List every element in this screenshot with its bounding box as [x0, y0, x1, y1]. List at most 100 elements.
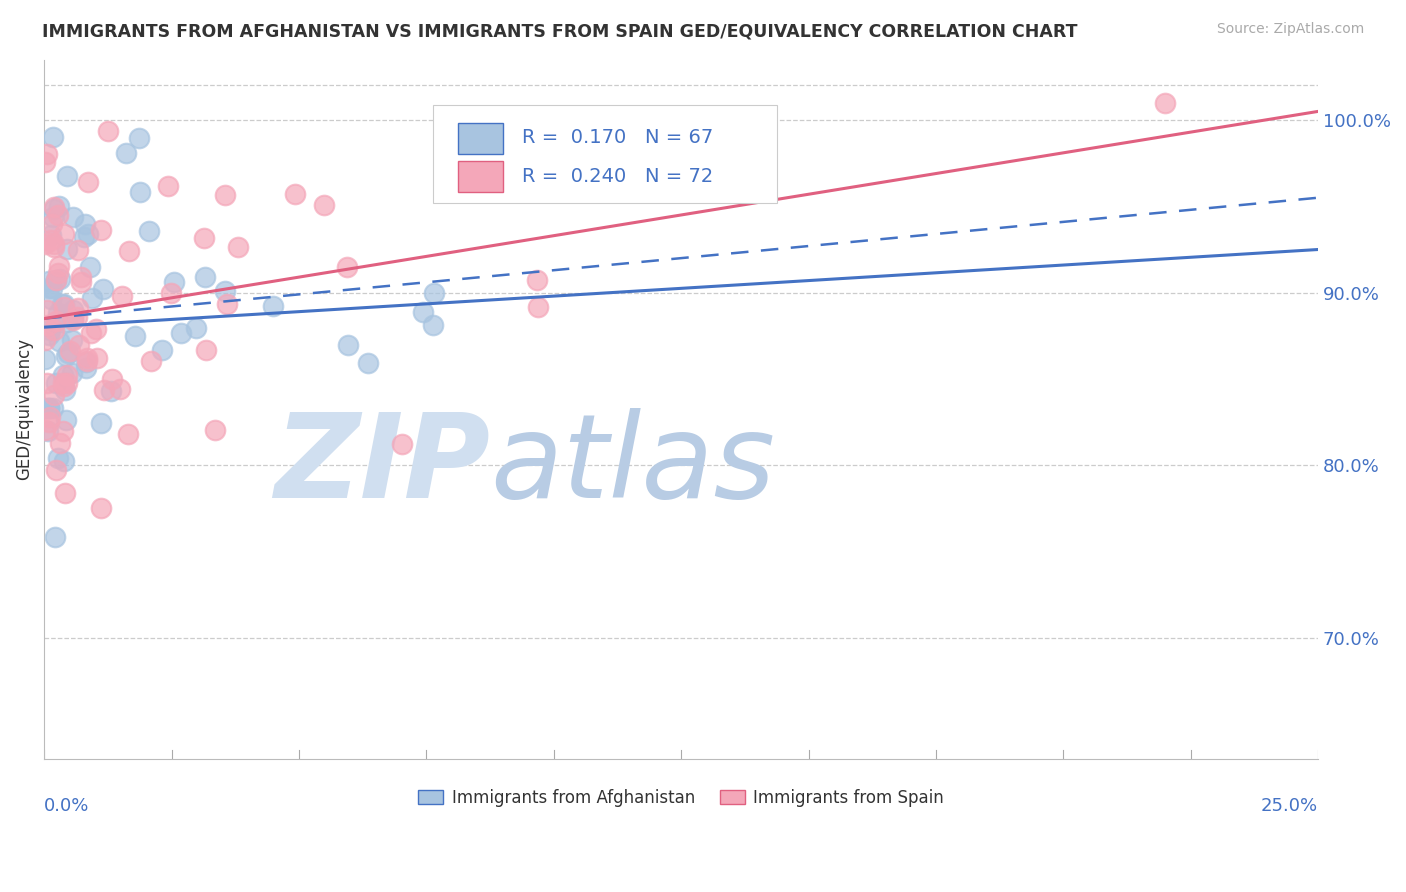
Point: [38, 274, 60, 288]
Point: [357, 356, 380, 370]
Text: R =  0.240   N = 72: R = 0.240 N = 72: [522, 167, 713, 186]
Point: [46, 208, 69, 222]
Text: IMMIGRANTS FROM AFGHANISTAN VS IMMIGRANTS FROM SPAIN GED/EQUIVALENCY CORRELATION: IMMIGRANTS FROM AFGHANISTAN VS IMMIGRANT…: [42, 22, 1077, 40]
Point: [35, 302, 58, 317]
Point: [55, 169, 77, 183]
Point: [90, 501, 112, 516]
FancyBboxPatch shape: [433, 105, 776, 203]
Point: [526, 273, 548, 287]
Point: [42, 202, 65, 217]
Point: [66, 310, 89, 325]
Point: [79, 260, 101, 275]
Point: [138, 224, 160, 238]
Point: [48, 199, 70, 213]
Point: [52, 300, 75, 314]
Point: [38, 323, 60, 337]
Point: [39, 292, 62, 306]
Point: [42, 323, 65, 337]
Point: [160, 285, 183, 300]
Text: 0.0%: 0.0%: [44, 797, 90, 815]
Point: [48, 272, 70, 286]
Point: [204, 423, 226, 437]
Point: [77, 227, 100, 241]
Point: [39, 410, 62, 425]
Point: [90, 223, 112, 237]
Point: [284, 186, 307, 201]
Point: [335, 260, 357, 274]
FancyBboxPatch shape: [458, 161, 503, 193]
Point: [76, 351, 98, 365]
Point: [38, 328, 60, 343]
Point: [422, 318, 444, 333]
Point: [217, 297, 239, 311]
Point: [41, 281, 63, 295]
Point: [62, 303, 84, 318]
Point: [56, 346, 79, 360]
Point: [56, 376, 79, 391]
Point: [1154, 95, 1177, 110]
Point: [86, 351, 108, 365]
Point: [42, 210, 65, 224]
Point: [128, 131, 150, 145]
Point: [84, 321, 107, 335]
Point: [55, 368, 77, 382]
Point: [214, 188, 236, 202]
Point: [45, 463, 67, 477]
Point: [193, 231, 215, 245]
Point: [100, 384, 122, 398]
Point: [59, 344, 82, 359]
Point: [39, 227, 62, 242]
Point: [52, 425, 75, 439]
Point: [312, 198, 335, 212]
Point: [117, 427, 139, 442]
Point: [128, 185, 150, 199]
Point: [34, 333, 56, 347]
Point: [80, 291, 103, 305]
Point: [170, 326, 193, 341]
Point: [124, 328, 146, 343]
Point: [38, 401, 60, 415]
Point: [156, 179, 179, 194]
Point: [42, 240, 65, 254]
Point: [46, 306, 69, 320]
Point: [53, 227, 76, 241]
Point: [228, 239, 250, 253]
Point: [67, 338, 90, 352]
Point: [42, 129, 65, 144]
Text: 25.0%: 25.0%: [1261, 797, 1319, 815]
Point: [90, 417, 112, 431]
Point: [101, 372, 124, 386]
Point: [75, 354, 97, 368]
Point: [141, 354, 163, 368]
Point: [51, 297, 73, 311]
Point: [66, 244, 89, 258]
Point: [262, 299, 284, 313]
Point: [45, 376, 67, 391]
Point: [41, 233, 63, 247]
Point: [62, 313, 84, 327]
Point: [53, 297, 76, 311]
Point: [73, 229, 96, 244]
Point: [214, 284, 236, 298]
Point: [48, 334, 70, 348]
Point: [55, 242, 77, 256]
Point: [337, 338, 360, 352]
Point: [48, 451, 70, 466]
Point: [46, 266, 69, 280]
Legend: Immigrants from Afghanistan, Immigrants from Spain: Immigrants from Afghanistan, Immigrants …: [412, 782, 950, 814]
Point: [48, 260, 70, 274]
Point: [44, 530, 66, 544]
Point: [412, 305, 434, 319]
Point: [34, 236, 56, 251]
Point: [55, 315, 77, 329]
Point: [34, 423, 56, 437]
Point: [150, 343, 173, 357]
Point: [42, 200, 65, 214]
Point: [77, 175, 100, 189]
Point: [62, 211, 84, 225]
Point: [41, 401, 63, 416]
Point: [37, 424, 59, 438]
Point: [37, 376, 59, 390]
Point: [42, 236, 65, 251]
Point: [38, 401, 60, 416]
